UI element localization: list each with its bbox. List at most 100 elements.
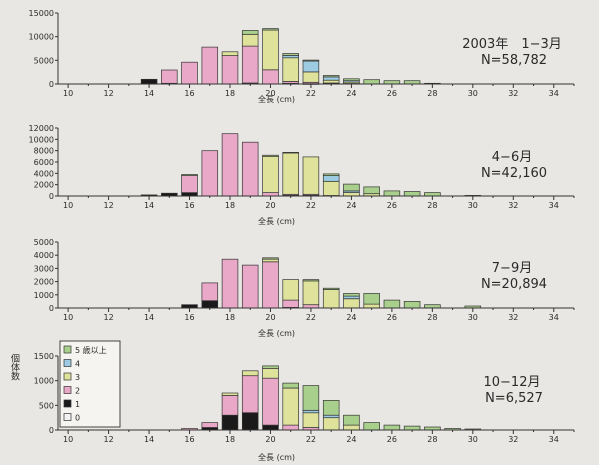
legend-swatch bbox=[63, 372, 72, 381]
x-tick-label: 30 bbox=[468, 435, 478, 444]
y-tick-label: 10000 bbox=[29, 33, 54, 42]
bar-segment bbox=[343, 192, 360, 197]
bar-segment bbox=[282, 382, 299, 389]
legend-label: 0 bbox=[75, 414, 80, 423]
y-tick-label: 8000 bbox=[34, 147, 54, 156]
x-axis-label: 全長 (cm) bbox=[258, 452, 295, 462]
x-tick-label: 30 bbox=[468, 201, 478, 210]
legend-swatch bbox=[63, 413, 72, 421]
bar-segment bbox=[201, 300, 219, 309]
bar-segment bbox=[343, 183, 360, 192]
x-tick-label: 28 bbox=[427, 201, 437, 210]
bar-segment bbox=[221, 392, 239, 396]
x-tick-label: 16 bbox=[184, 89, 194, 98]
x-tick-label: 20 bbox=[265, 435, 275, 444]
bar-segment bbox=[403, 191, 421, 197]
bar-segment bbox=[302, 71, 320, 83]
x-tick-label: 14 bbox=[144, 89, 154, 98]
panel-title: 10−12月 bbox=[484, 375, 541, 390]
bar-segment bbox=[282, 424, 299, 431]
x-tick-label: 10 bbox=[63, 89, 73, 98]
x-tick-label: 26 bbox=[387, 89, 397, 98]
bar-segment bbox=[181, 192, 198, 197]
y-tick-label: 2000 bbox=[34, 181, 54, 190]
bar-segment bbox=[302, 60, 320, 73]
x-tick-label: 32 bbox=[508, 435, 518, 444]
bar-segment bbox=[181, 174, 198, 176]
bar-segment bbox=[262, 69, 279, 85]
x-axis-label: 全長 (cm) bbox=[258, 216, 295, 226]
bar-segment bbox=[322, 75, 340, 78]
bar-segment bbox=[282, 57, 299, 82]
x-tick-label: 26 bbox=[387, 313, 397, 322]
bar-segment bbox=[363, 303, 380, 309]
panel-title: 2003年 1−3月 bbox=[462, 37, 562, 52]
y-tick-label: 1500 bbox=[34, 352, 54, 361]
bar-segment bbox=[262, 365, 279, 369]
bar-segment bbox=[201, 150, 219, 197]
y-tick-label: 0 bbox=[49, 426, 54, 435]
x-tick-label: 14 bbox=[144, 313, 154, 322]
bar-segment bbox=[201, 422, 219, 428]
x-tick-label: 28 bbox=[427, 435, 437, 444]
y-tick-label: 4000 bbox=[34, 251, 54, 260]
x-tick-label: 30 bbox=[468, 89, 478, 98]
x-tick-label: 34 bbox=[549, 313, 559, 322]
x-tick-label: 10 bbox=[63, 313, 73, 322]
bar-segment bbox=[282, 55, 299, 59]
y-tick-label: 0 bbox=[49, 80, 54, 89]
bar-segment bbox=[282, 279, 299, 301]
bar-segment bbox=[262, 424, 279, 431]
x-tick-label: 24 bbox=[346, 435, 356, 444]
x-tick-label: 30 bbox=[468, 313, 478, 322]
x-tick-label: 28 bbox=[427, 313, 437, 322]
bar-segment bbox=[322, 414, 340, 419]
bar-segment bbox=[322, 287, 340, 290]
bar-segment bbox=[282, 299, 299, 308]
bar-segment bbox=[343, 424, 360, 431]
legend-swatch bbox=[63, 399, 72, 408]
x-tick-label: 12 bbox=[103, 201, 113, 210]
legend-label: 2 bbox=[75, 387, 80, 396]
bar-segment bbox=[262, 28, 279, 31]
bar-segment bbox=[343, 293, 360, 297]
legend-swatch bbox=[63, 386, 72, 394]
panel-1: 0 5000 10000 15000 10 12 14 16 18 20 22 24 26 28 30 32 3… bbox=[29, 9, 575, 104]
bar-segment bbox=[343, 295, 360, 300]
bar-segment bbox=[241, 412, 259, 431]
bar-segment bbox=[262, 257, 279, 260]
bar-segment bbox=[241, 30, 259, 35]
x-tick-label: 34 bbox=[549, 435, 559, 444]
x-tick-label: 22 bbox=[306, 89, 316, 98]
panel-n-label: N=20,894 bbox=[481, 277, 547, 292]
bar-segment bbox=[302, 385, 320, 411]
x-tick-label: 24 bbox=[346, 201, 356, 210]
panel-title: 7−9月 bbox=[492, 261, 532, 276]
bar-segment bbox=[322, 79, 340, 84]
bar-segment bbox=[241, 370, 259, 377]
bar-segment bbox=[262, 367, 279, 379]
bar-segment bbox=[262, 29, 279, 71]
x-tick-label: 18 bbox=[225, 89, 235, 98]
bar-segment bbox=[262, 377, 279, 426]
bar-segment bbox=[363, 293, 380, 305]
bar-segment bbox=[140, 78, 158, 85]
panel-n-label: N=42,160 bbox=[481, 166, 547, 181]
bar-segment bbox=[181, 61, 198, 85]
bar-segment bbox=[221, 51, 239, 56]
x-tick-label: 20 bbox=[265, 89, 275, 98]
bar-segment bbox=[262, 155, 279, 193]
y-tick-label: 6000 bbox=[34, 158, 54, 167]
x-tick-label: 14 bbox=[144, 201, 154, 210]
bar-segment bbox=[282, 53, 299, 56]
panel-2: 0 2000 4000 6000 8000 10000 12000 10 12 14 16 18 20 2… bbox=[29, 124, 575, 226]
bar-segment bbox=[322, 180, 340, 196]
bar-segment bbox=[282, 152, 299, 195]
x-tick-label: 24 bbox=[346, 313, 356, 322]
bar-segment bbox=[302, 280, 320, 306]
bar-segment bbox=[343, 414, 360, 426]
bar-segment bbox=[241, 45, 259, 84]
legend-label: 5 歳以上 bbox=[75, 345, 107, 355]
bar-segment bbox=[201, 46, 219, 85]
